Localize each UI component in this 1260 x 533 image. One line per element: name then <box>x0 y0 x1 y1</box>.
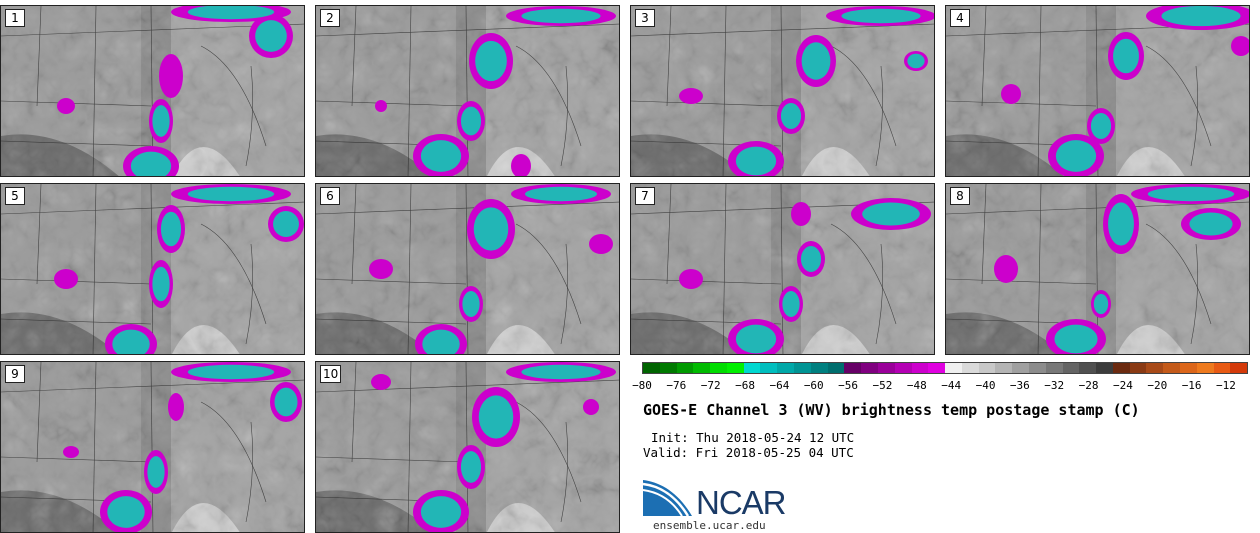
colorbar-segment <box>726 363 744 373</box>
colorbar-tick-label: −24 <box>1112 379 1133 392</box>
colorbar-segment <box>945 363 962 373</box>
colorbar-segment <box>643 363 660 373</box>
colorbar-segment <box>1045 363 1063 373</box>
colorbar-segment <box>676 363 694 373</box>
colorbar-segment <box>1163 363 1180 373</box>
figure-title: GOES-E Channel 3 (WV) brightness temp po… <box>643 401 1140 419</box>
colorbar-tick-label: −48 <box>906 379 927 392</box>
panel-number-label: 10 <box>320 365 342 383</box>
colorbar-ticks: −80 −76 −72 −68 −64 −60 −56 −52 −48 −44 −40 −36 −32−… <box>632 379 1257 393</box>
valid-time: Valid: Fri 2018-05-25 04 UTC <box>643 445 854 460</box>
colorbar-segment <box>693 363 711 373</box>
colorbar-tick-label: −44 <box>941 379 962 392</box>
colorbar-tick-label: −76 <box>666 379 687 392</box>
colorbar-segment <box>1062 363 1080 373</box>
colorbar-segment <box>1146 363 1164 373</box>
colorbar-tick-label: −40 <box>975 379 996 392</box>
init-time: Init: Thu 2018-05-24 12 UTC <box>651 430 855 445</box>
colorbar-segment <box>928 363 946 373</box>
colorbar <box>642 362 1248 374</box>
colorbar-segment <box>911 363 929 373</box>
colorbar-tick-label: −64 <box>769 379 790 392</box>
colorbar-tick-label: −68 <box>735 379 755 392</box>
wv-satellite-map <box>316 184 619 354</box>
colorbar-segment <box>1096 363 1113 373</box>
panel-number-label: 9 <box>5 365 25 383</box>
colorbar-tick-label: −80 <box>632 379 652 392</box>
panel-number-label: 6 <box>320 187 340 205</box>
colorbar-tick-label: −52 <box>872 379 893 392</box>
colorbar-segment <box>777 363 795 373</box>
colorbar-segment <box>978 363 996 373</box>
colorbar-tick-label: −56 <box>838 379 859 392</box>
postage-stamp-panel: 4 <box>945 5 1250 177</box>
colorbar-segment <box>710 363 727 373</box>
colorbar-segment <box>659 363 677 373</box>
colorbar-segment <box>1230 363 1248 373</box>
postage-stamp-panel: 10 <box>315 361 620 533</box>
postage-stamp-panel: 8 <box>945 183 1250 355</box>
colorbar-segment <box>844 363 862 373</box>
panel-number-label: 5 <box>5 187 25 205</box>
postage-stamp-panel: 1 <box>0 5 305 177</box>
wv-satellite-map <box>631 184 934 354</box>
wv-satellite-map <box>946 6 1249 176</box>
postage-stamp-panel: 6 <box>315 183 620 355</box>
wv-satellite-map <box>1 184 304 354</box>
wv-satellite-map <box>316 6 619 176</box>
wv-satellite-map <box>946 184 1249 354</box>
postage-stamp-panel: 5 <box>0 183 305 355</box>
postage-stamp-panel: 9 <box>0 361 305 533</box>
panel-number-label: 1 <box>5 9 25 27</box>
colorbar-tick-label: −16 <box>1181 379 1202 392</box>
colorbar-segment <box>1213 363 1231 373</box>
colorbar-segment <box>861 363 878 373</box>
colorbar-segment <box>894 363 912 373</box>
colorbar-segment <box>1129 363 1147 373</box>
site-url: ensemble.ucar.edu <box>653 519 766 532</box>
colorbar-segment <box>1196 363 1214 373</box>
colorbar-segment <box>995 363 1013 373</box>
postage-stamp-panel: 2 <box>315 5 620 177</box>
colorbar-segment <box>760 363 778 373</box>
colorbar-segment <box>1079 363 1097 373</box>
wv-satellite-map <box>1 6 304 176</box>
panel-number-label: 4 <box>950 9 970 27</box>
postage-stamp-panel: 7 <box>630 183 935 355</box>
postage-stamp-panel: 3 <box>630 5 935 177</box>
colorbar-segment <box>827 363 845 373</box>
colorbar-tick-label: −72 <box>700 379 721 392</box>
wv-satellite-map <box>1 362 304 532</box>
colorbar-tick-label: −36 <box>1009 379 1030 392</box>
colorbar-segment <box>794 363 811 373</box>
colorbar-segment <box>1112 363 1130 373</box>
wv-satellite-map <box>316 362 619 532</box>
colorbar-tick-label: −32 <box>1044 379 1065 392</box>
colorbar-tick-label: −28 <box>1078 379 1099 392</box>
colorbar-tick-label: −20 <box>1147 379 1168 392</box>
panel-number-label: 7 <box>635 187 655 205</box>
colorbar-tick-label: −12 <box>1216 379 1236 392</box>
panel-number-label: 8 <box>950 187 970 205</box>
wv-satellite-map <box>631 6 934 176</box>
ncar-logo-text: NCAR <box>696 484 787 521</box>
panel-number-label: 3 <box>635 9 655 27</box>
colorbar-segment <box>1012 363 1029 373</box>
colorbar-segment <box>961 363 979 373</box>
ncar-logo-icon <box>642 480 692 517</box>
panel-number-label: 2 <box>320 9 340 27</box>
colorbar-segment <box>877 363 895 373</box>
colorbar-segment <box>810 363 828 373</box>
colorbar-segment <box>1028 363 1046 373</box>
colorbar-tick-label: −60 <box>803 379 824 392</box>
colorbar-segment <box>1180 363 1197 373</box>
colorbar-segment <box>743 363 761 373</box>
